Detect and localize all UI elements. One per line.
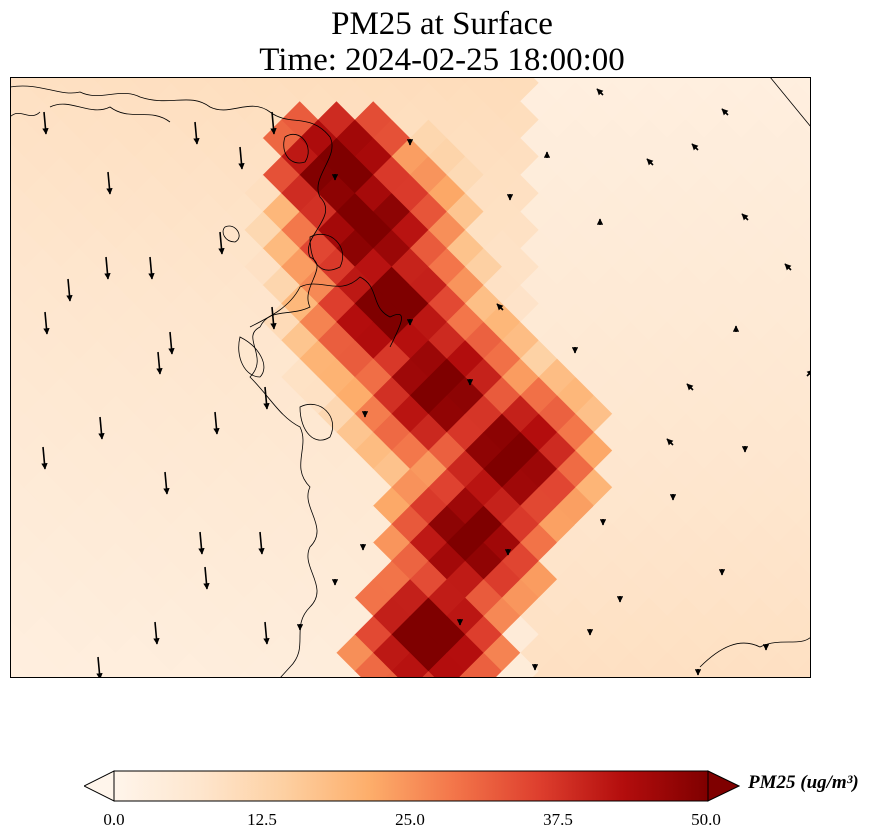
wind-arrow: [666, 438, 674, 446]
colorbar: [84, 770, 740, 802]
pm25-cell: [133, 652, 172, 678]
wind-arrow: [784, 263, 792, 271]
wind-arrow: [148, 256, 155, 280]
wind-arrow: [691, 143, 699, 151]
wind-arrow: [238, 146, 245, 170]
wind-arrow: [213, 411, 220, 435]
pm25-cell: [207, 652, 246, 678]
colorbar-tick: 50.0: [691, 810, 721, 829]
wind-arrow: [168, 331, 175, 355]
wind-arrow: [104, 256, 111, 280]
wind-arrow: [163, 471, 170, 495]
pm25-grid-cells: [10, 77, 811, 678]
map-time-subtitle: Time: 2024-02-25 18:00:00: [259, 42, 625, 78]
map-frame: [10, 77, 811, 678]
wind-arrow: [153, 621, 160, 645]
pm25-cell: [611, 652, 650, 678]
wind-arrow: [106, 171, 113, 195]
wind-arrow: [686, 383, 694, 391]
pm25-cell: [537, 652, 577, 678]
wind-vectors: [41, 88, 811, 678]
pm25-cell: [10, 652, 25, 678]
wind-arrow: [646, 158, 654, 166]
pm25-cell: [354, 652, 393, 678]
wind-arrow: [263, 621, 270, 645]
wind-arrow: [496, 303, 504, 311]
pm25-cell: [23, 652, 62, 678]
colorbar-gradient: [113, 770, 709, 802]
pm25-cell: [795, 652, 811, 678]
wind-arrow: [193, 121, 200, 145]
wind-arrow: [96, 656, 103, 678]
wind-arrow: [263, 386, 270, 410]
coastline: [10, 77, 811, 678]
pm25-cell: [501, 652, 540, 678]
wind-arrow: [270, 111, 277, 135]
wind-arrow: [270, 306, 277, 330]
colorbar-max-extend: [707, 770, 740, 802]
wind-arrow: [203, 566, 210, 590]
pm25-cell: [648, 652, 687, 678]
colorbar-tick: 0.0: [103, 810, 125, 829]
pm25-map: [10, 77, 811, 678]
pm25-cell: [721, 652, 761, 678]
pm25-cell: [390, 652, 430, 678]
pm25-cell: [59, 652, 99, 678]
wind-arrow: [43, 311, 50, 335]
pm25-cell: [427, 652, 466, 678]
wind-arrow: [98, 416, 105, 440]
pm25-cell: [685, 652, 724, 678]
colorbar-tick: 12.5: [247, 810, 277, 829]
wind-arrow: [41, 446, 48, 470]
pm25-cell: [96, 652, 135, 678]
pm25-cell: [574, 652, 613, 678]
wind-arrow: [596, 88, 604, 96]
wind-arrow: [721, 108, 729, 116]
colorbar-min-extend: [84, 770, 115, 802]
pm25-cell: [317, 652, 356, 678]
pm25-cell: [280, 652, 319, 678]
wind-arrow: [741, 213, 749, 221]
wind-arrow: [42, 111, 49, 135]
map-title: PM25 at Surface: [331, 6, 553, 42]
pm25-cell: [170, 652, 209, 678]
colorbar-label: PM25 (ug/m³): [748, 772, 859, 793]
pm25-cell: [243, 652, 283, 678]
pm25-cell: [758, 652, 797, 678]
colorbar-tick: 37.5: [543, 810, 573, 829]
wind-arrow: [156, 351, 163, 375]
colorbar-tick: 25.0: [395, 810, 425, 829]
wind-arrow: [218, 231, 225, 255]
wind-arrow: [258, 531, 265, 555]
pm25-cell: [464, 652, 503, 678]
wind-arrow: [66, 278, 73, 302]
wind-arrow: [198, 531, 205, 555]
